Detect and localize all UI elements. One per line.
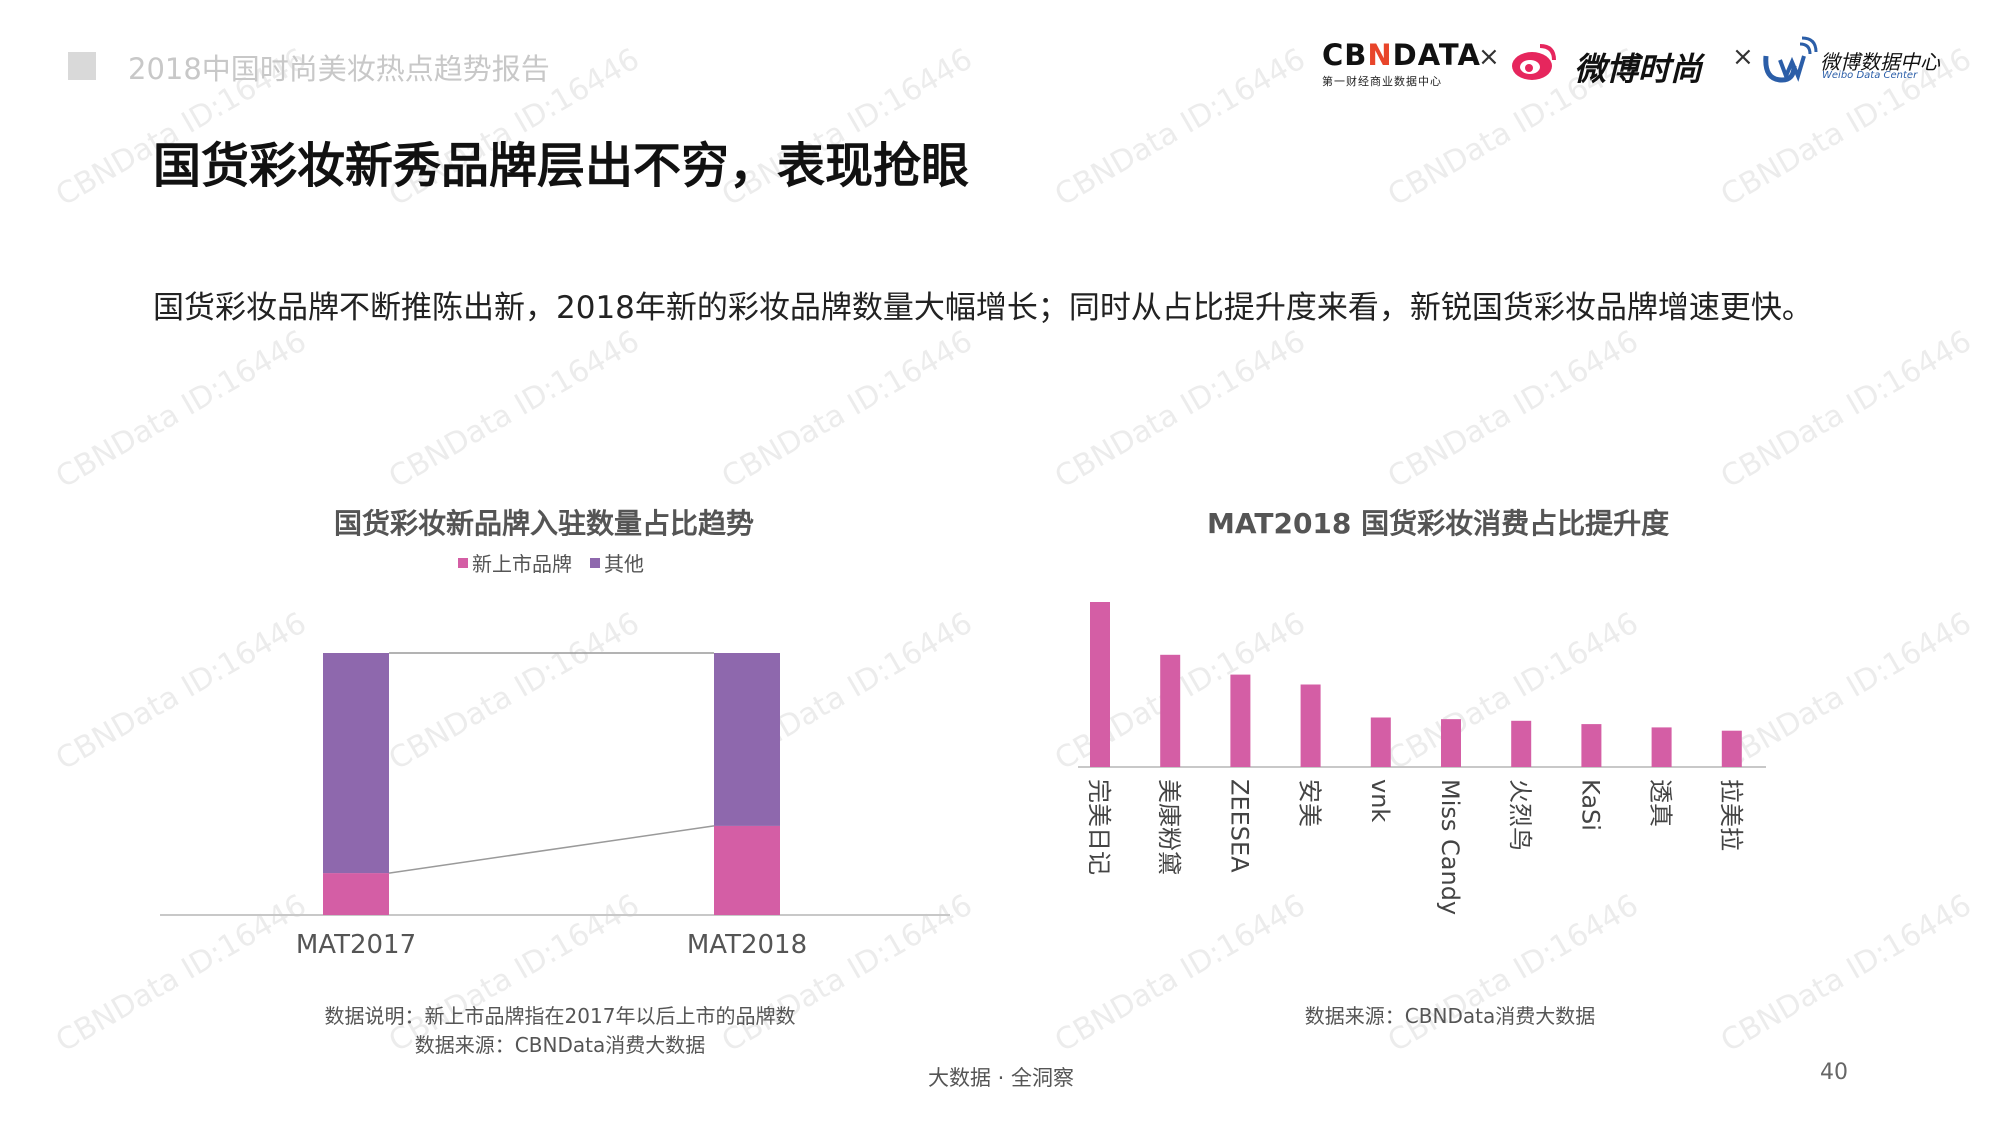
slide-title: 国货彩妆新秀品牌层出不穷，表现抢眼	[153, 138, 970, 194]
x-tick-label: 火烈鸟	[1506, 779, 1534, 851]
watermark-text: CBNData ID:16446	[1049, 323, 1312, 496]
right-chart-note-line: 数据来源：CBNData消费大数据	[1304, 1004, 1596, 1028]
series-connector-line-new-brands	[388, 825, 715, 874]
left-chart-legend: 新上市品牌 其他	[458, 548, 644, 577]
logo-separator: ×	[1478, 42, 1500, 72]
bar	[1511, 720, 1532, 767]
x-tick-label: vnk	[1366, 779, 1394, 822]
left-chart-note-line: 数据来源：CBNData消费大数据	[414, 1033, 706, 1057]
right-bar-chart: 完美日记 美康粉黛 ZEESEA 安美 vnk Miss Candy 火烈鸟 KaSi 透真 拉美…	[1078, 602, 1766, 915]
bar	[1300, 684, 1321, 767]
weibo-logo-icon	[1512, 44, 1556, 80]
bar	[1441, 719, 1461, 767]
x-tick-label: 透真	[1647, 779, 1675, 827]
footer-tagline: 大数据 · 全洞察	[928, 1066, 1075, 1090]
legend-item-others: 其他	[590, 548, 644, 577]
x-tick-label: MAT2018	[687, 930, 807, 960]
x-tick-label: 完美日记	[1085, 779, 1113, 875]
x-tick-label: 美康粉黛	[1155, 779, 1183, 875]
legend-swatch-pink	[458, 557, 468, 568]
weibo-data-center-logo-icon	[1763, 36, 1818, 83]
legend-label: 新上市品牌	[472, 552, 572, 576]
x-tick-label: 安美	[1296, 779, 1324, 827]
legend-item-new-brands: 新上市品牌	[458, 548, 572, 577]
bar-segment-new-brands	[323, 873, 389, 915]
x-tick-label: Miss Candy	[1436, 779, 1464, 915]
watermark-text: CBNData ID:16446	[1382, 323, 1645, 496]
legend-label: 其他	[604, 552, 644, 576]
x-tick-label: MAT2017	[296, 930, 416, 960]
bar-segment-new-brands	[714, 825, 780, 915]
left-chart-note: 数据说明：新上市品牌指在2017年以后上市的品牌数 数据来源：CBNData消费…	[280, 1000, 840, 1058]
cbndata-logo-subtitle: 第一财经商业数据中心	[1322, 75, 1442, 88]
watermark-text: CBNData ID:16446	[383, 323, 646, 496]
watermark-text: CBNData ID:16446	[716, 323, 979, 496]
weibo-data-center-logo-text: 微博数据中心	[1820, 50, 1940, 74]
left-chart-note-line: 数据说明：新上市品牌指在2017年以后上市的品牌数	[324, 1004, 796, 1028]
report-title: 2018中国时尚美妆热点趋势报告	[128, 52, 550, 86]
x-tick-label: KaSi	[1576, 779, 1604, 831]
logo-separator: ×	[1732, 42, 1754, 72]
right-chart-title: MAT2018 国货彩妆消费占比提升度	[1207, 507, 1670, 540]
header-square-icon	[68, 52, 96, 80]
left-stacked-bar-chart: MAT2017 MAT2018	[160, 652, 950, 960]
weibo-data-center-logo-subtitle: Weibo Data Center	[1822, 70, 1918, 81]
weibo-fashion-logo-text: 微博时尚	[1574, 50, 1703, 88]
page-number: 40	[1820, 1060, 1848, 1085]
left-chart-title: 国货彩妆新品牌入驻数量占比趋势	[334, 507, 755, 540]
right-chart-note: 数据来源：CBNData消费大数据	[1180, 1000, 1720, 1029]
bar	[1230, 674, 1251, 767]
watermark-text: CBNData ID:16446	[1049, 41, 1312, 214]
bar	[1651, 727, 1672, 767]
watermark-text: CBNData ID:16446	[1715, 323, 1978, 496]
bar	[1581, 724, 1602, 767]
legend-swatch-purple	[590, 557, 600, 568]
bar	[1160, 654, 1181, 767]
slide-description: 国货彩妆品牌不断推陈出新，2018年新的彩妆品牌数量大幅增长；同时从占比提升度来…	[153, 290, 1813, 326]
bar	[1721, 730, 1742, 767]
x-tick-label: ZEESEA	[1225, 779, 1253, 873]
cbndata-logo-text: CBNDATA	[1322, 38, 1481, 72]
bar-segment-others	[323, 653, 389, 874]
cbndata-logo: CBNDATA 第一财经商业数据中心	[1322, 38, 1481, 89]
watermark-text: CBNData ID:16446	[50, 323, 313, 496]
bar	[1370, 717, 1391, 767]
x-tick-label: 拉美拉	[1717, 779, 1745, 851]
bar	[1090, 602, 1110, 767]
bar-segment-others	[714, 653, 780, 826]
